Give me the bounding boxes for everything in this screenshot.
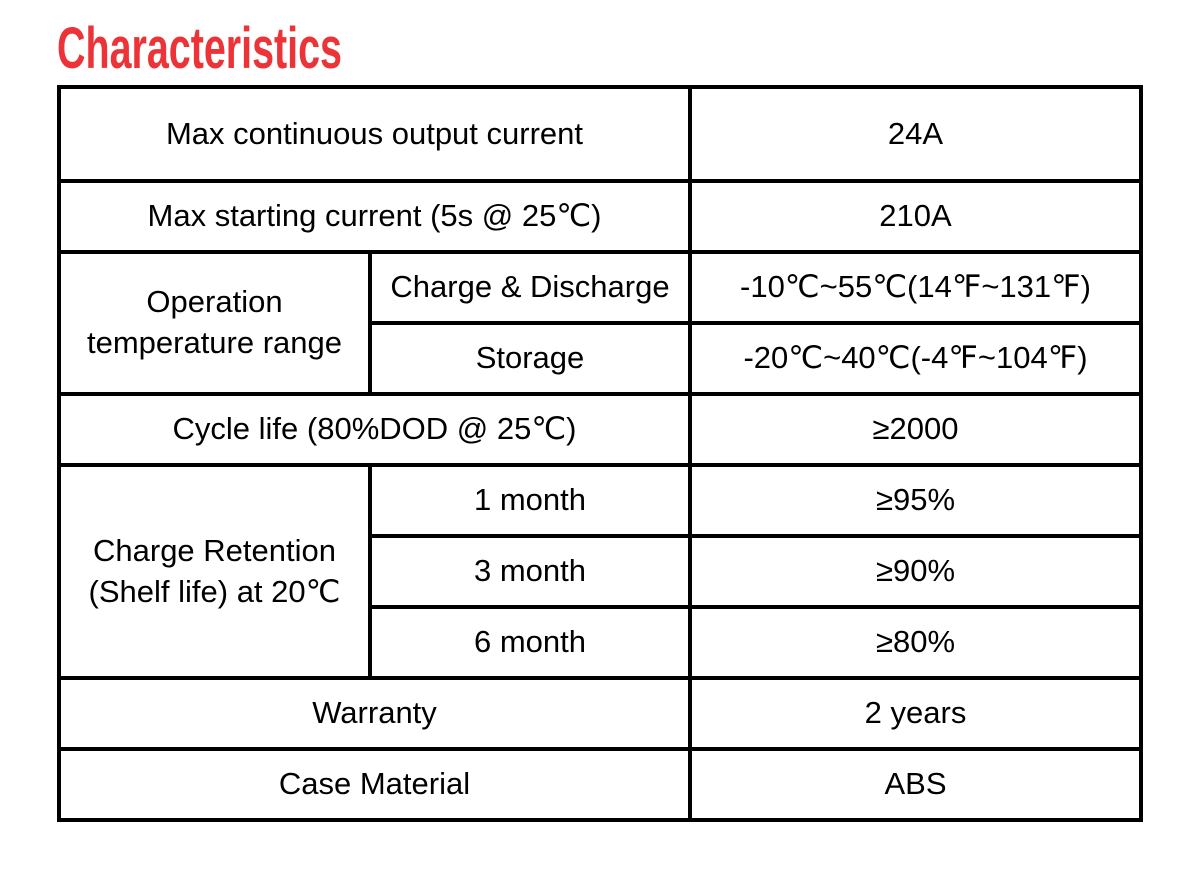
- spec-label-cell: Max continuous output current: [57, 85, 692, 183]
- spec-value-cell: ≥80%: [688, 605, 1143, 680]
- spec-group-cell: Operation temperature range: [57, 250, 372, 396]
- table-row: Charge Retention (Shelf life) at 20℃ 1 m…: [57, 463, 1143, 680]
- spec-value-cell: 2 years: [688, 676, 1143, 751]
- spec-label-cell: Case Material: [57, 747, 692, 822]
- table-row: Operation temperature range Charge & Dis…: [57, 250, 1143, 396]
- spec-sublabel-cell: 1 month: [368, 463, 692, 538]
- spec-value-cell: ≥95%: [688, 463, 1143, 538]
- table-row: Storage -20℃~40℃(-4℉~104℉): [59, 321, 1143, 396]
- characteristics-table: Max continuous output current 24A Max st…: [57, 85, 1143, 822]
- spec-value-cell: ≥2000: [688, 392, 1143, 467]
- spec-value-cell: ABS: [688, 747, 1143, 822]
- table-row: 6 month ≥80%: [59, 605, 1143, 680]
- table-row: Cycle life (80%DOD @ 25℃) ≥2000: [57, 392, 1143, 467]
- spec-value-cell: 24A: [688, 85, 1143, 183]
- spec-label-cell: Cycle life (80%DOD @ 25℃): [57, 392, 692, 467]
- table-row: Warranty 2 years: [57, 676, 1143, 751]
- page-title: Characteristics: [57, 16, 343, 81]
- table-row: Max starting current (5s @ 25℃) 210A: [57, 179, 1143, 254]
- spec-value-cell: 210A: [688, 179, 1143, 254]
- spec-sublabel-cell: 6 month: [368, 605, 692, 680]
- spec-group-cell: Charge Retention (Shelf life) at 20℃: [57, 463, 372, 680]
- spec-sublabel-cell: Storage: [368, 321, 692, 396]
- spec-label-cell: Warranty: [57, 676, 692, 751]
- spec-value-cell: ≥90%: [688, 534, 1143, 609]
- table-row: 3 month ≥90%: [59, 534, 1143, 609]
- table-row: Max continuous output current 24A: [57, 85, 1143, 183]
- spec-sublabel-cell: 3 month: [368, 534, 692, 609]
- table-row: Case Material ABS: [57, 747, 1143, 822]
- spec-value-cell: -10℃~55℃(14℉~131℉): [688, 250, 1143, 325]
- spec-value-cell: -20℃~40℃(-4℉~104℉): [688, 321, 1143, 396]
- spec-sublabel-cell: Charge & Discharge: [368, 250, 692, 325]
- spec-label-cell: Max starting current (5s @ 25℃): [57, 179, 692, 254]
